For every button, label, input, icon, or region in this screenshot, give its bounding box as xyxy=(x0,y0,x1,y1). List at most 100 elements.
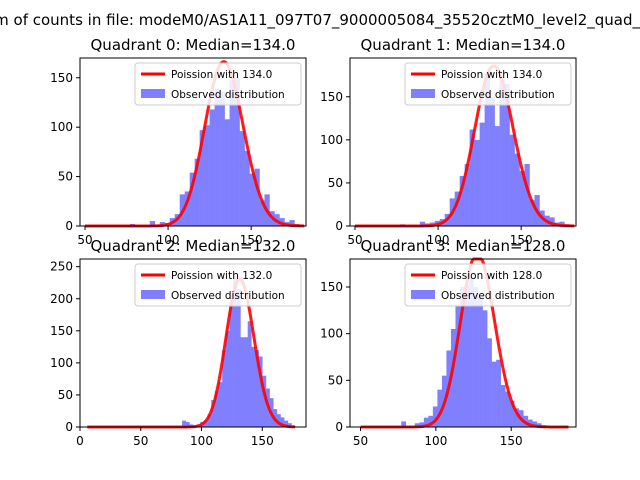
histogram-bar xyxy=(459,176,465,226)
y-tick-label: 100 xyxy=(50,120,73,134)
y-tick-label: 150 xyxy=(320,90,343,104)
histogram-bar xyxy=(240,337,245,427)
histogram-bar xyxy=(419,422,425,427)
histogram-bar xyxy=(423,417,429,427)
histogram-bar xyxy=(414,423,420,427)
x-tick-label: 150 xyxy=(510,233,533,247)
histogram-bar xyxy=(149,221,156,226)
x-tick-label: 100 xyxy=(427,233,450,247)
x-tick-label: 100 xyxy=(157,233,180,247)
histogram-bar xyxy=(225,330,230,427)
histogram-bar xyxy=(496,359,501,427)
histogram-bar xyxy=(464,285,470,427)
histogram-bar xyxy=(182,420,187,427)
y-tick-label: 150 xyxy=(50,71,73,85)
histogram-bar xyxy=(549,217,555,226)
histogram-bar xyxy=(249,173,255,226)
histogram-bar xyxy=(478,296,483,427)
histogram-bar xyxy=(509,400,515,427)
histogram-bar xyxy=(244,337,248,427)
histogram-bar xyxy=(207,414,212,427)
histogram-bar xyxy=(482,310,488,427)
axes-frame xyxy=(349,57,577,227)
histogram-bar xyxy=(514,153,520,226)
histogram-bar xyxy=(487,338,492,427)
histogram-bar xyxy=(214,88,220,226)
histogram-bar xyxy=(500,385,506,427)
x-tick-label: 0 xyxy=(76,434,84,448)
x-tick-label: 50 xyxy=(77,233,92,247)
legend-observed-swatch xyxy=(411,290,435,299)
subplot-quadrant-2: 0 50 100 150 0 50 100 150 200 250 Quadrant 2: Medi… xyxy=(50,237,307,448)
histogram-bar xyxy=(209,109,215,226)
axes-frame xyxy=(79,258,307,428)
histogram-bar xyxy=(559,221,565,226)
histogram-bar xyxy=(401,421,407,427)
histogram-bar xyxy=(222,350,227,427)
x-tick-label: 50 xyxy=(353,434,368,448)
histogram-bar xyxy=(432,406,438,427)
y-tick-label: 50 xyxy=(58,388,73,402)
histogram-bar xyxy=(524,163,530,226)
legend-poisson-label: Poission with 128.0 xyxy=(441,270,542,282)
figure-title: Histogram of counts in file: modeM0/AS1A… xyxy=(0,11,640,30)
subplot-title: Quadrant 2: Median=132.0 xyxy=(91,237,296,255)
histogram-bar xyxy=(254,350,259,427)
axes-frame xyxy=(79,57,307,227)
y-tick-label: 0 xyxy=(335,219,343,233)
x-tick-label: 150 xyxy=(251,434,274,448)
histogram-bar xyxy=(519,170,525,226)
legend-observed-label: Observed distribution xyxy=(441,290,555,302)
histogram-bar xyxy=(229,301,234,427)
y-tick-label: 200 xyxy=(50,292,73,306)
legend-poisson-label: Poission with 134.0 xyxy=(171,69,272,81)
histogram-bar xyxy=(469,129,475,226)
x-tick-label: 150 xyxy=(500,434,523,448)
histogram-bar xyxy=(244,150,250,226)
histogram-bar xyxy=(214,391,219,427)
x-tick-label: 150 xyxy=(240,233,263,247)
histogram-bar xyxy=(455,305,461,427)
y-tick-label: 50 xyxy=(328,176,343,190)
histogram-bar xyxy=(437,389,443,427)
histogram-bar xyxy=(233,276,238,427)
subplot-title: Quadrant 1: Median=134.0 xyxy=(361,36,566,54)
histogram-bar xyxy=(236,289,241,427)
histogram-bar xyxy=(203,420,208,427)
histogram-bar xyxy=(262,375,267,427)
histogram-bar xyxy=(464,163,470,226)
histogram-bar xyxy=(280,417,285,427)
histogram-bar xyxy=(258,356,263,427)
y-tick-label: 0 xyxy=(335,420,343,434)
histogram-bar xyxy=(509,134,515,226)
histogram-bar xyxy=(494,126,500,226)
x-tick-label: 50 xyxy=(347,233,362,247)
histogram-bar xyxy=(189,172,195,226)
legend-observed-swatch xyxy=(141,89,165,98)
y-tick-label: 150 xyxy=(320,280,343,294)
y-tick-label: 100 xyxy=(320,327,343,341)
histogram-bar xyxy=(184,191,190,226)
histogram-bar xyxy=(276,414,281,427)
y-tick-label: 50 xyxy=(328,373,343,387)
x-tick-label: 100 xyxy=(190,434,213,448)
histogram-bar xyxy=(218,382,223,427)
histogram-bar xyxy=(185,421,190,427)
histogram-bar xyxy=(428,415,434,427)
y-tick-label: 100 xyxy=(50,356,73,370)
legend-box xyxy=(134,263,302,307)
histogram-bar xyxy=(194,158,200,226)
x-tick-label: 50 xyxy=(133,434,148,448)
legend-box xyxy=(404,62,572,106)
histogram-bar xyxy=(491,361,497,427)
y-tick-label: 250 xyxy=(50,260,73,274)
y-tick-label: 0 xyxy=(65,219,73,233)
histogram-bar xyxy=(514,408,520,427)
histogram-bar xyxy=(419,221,426,226)
histogram-bar xyxy=(504,83,510,226)
y-tick-label: 150 xyxy=(50,324,73,338)
y-tick-label: 0 xyxy=(65,420,73,434)
subplot-title: Quadrant 3: Median=128.0 xyxy=(361,237,566,255)
histogram-bar xyxy=(199,130,205,226)
histogram-bar xyxy=(529,200,535,226)
